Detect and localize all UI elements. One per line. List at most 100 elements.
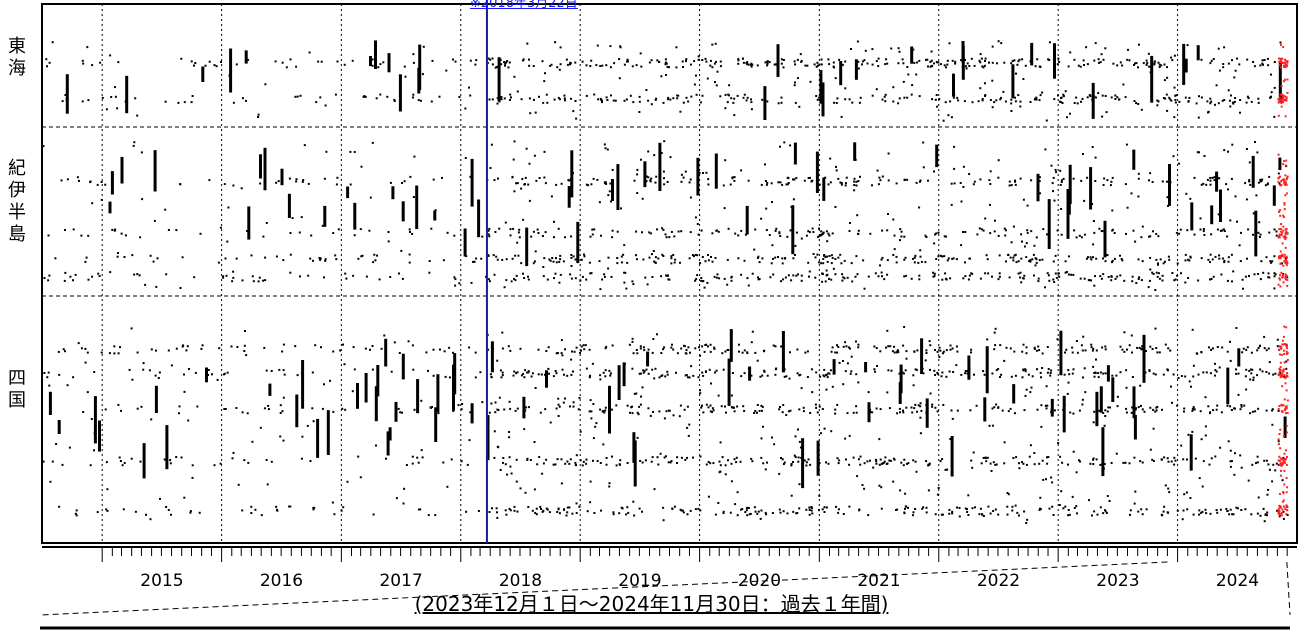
quake-point [783, 141, 786, 144]
quake-point [612, 99, 615, 102]
quake-point [1099, 61, 1102, 64]
quake-point [676, 462, 678, 464]
quake-point [1221, 99, 1224, 102]
recent-quake-point [1284, 461, 1286, 464]
quake-point [1092, 365, 1095, 368]
quake-point [306, 424, 309, 427]
quake-point [964, 507, 967, 510]
quake-point [1218, 69, 1221, 72]
quake-point [357, 455, 360, 458]
quake-point [811, 227, 814, 230]
quake-point [1136, 346, 1139, 349]
quake-point [510, 472, 513, 475]
quake-point [1076, 512, 1078, 515]
quake-point [780, 58, 783, 61]
quake-point [1235, 372, 1238, 375]
quake-point [639, 52, 642, 55]
quake-point [434, 209, 437, 212]
quake-point [837, 511, 840, 514]
recent-quake-point [1284, 458, 1287, 461]
quake-point [1014, 183, 1017, 186]
quake-point [899, 239, 901, 242]
quake-point [951, 510, 954, 513]
quake-point [1009, 347, 1012, 350]
quake-point [893, 345, 895, 348]
quake-point [579, 351, 581, 354]
quake-point [727, 227, 730, 230]
quake-point [716, 273, 719, 276]
quake-point [1048, 507, 1051, 510]
quake-point [232, 451, 235, 454]
recent-quake-point [1284, 194, 1287, 197]
quake-point [81, 59, 84, 62]
quake-point [768, 234, 771, 236]
quake-point [914, 368, 917, 371]
quake-point [312, 259, 314, 262]
recent-quake-point [1281, 101, 1284, 104]
quake-point [1204, 425, 1207, 428]
quake-point [1024, 368, 1027, 371]
quake-point [232, 276, 235, 279]
quake-point [635, 258, 638, 261]
quake-point [768, 61, 771, 64]
quake-point [1215, 408, 1218, 411]
quake-point [372, 513, 375, 516]
quake-point [826, 255, 829, 258]
quake-point [505, 279, 508, 282]
quake-point [360, 165, 363, 168]
quake-point [110, 96, 113, 98]
quake-point [875, 460, 878, 463]
quake-point [167, 509, 170, 511]
quake-point [845, 345, 848, 348]
quake-point [722, 510, 725, 513]
quake-point [979, 53, 982, 56]
recent-quake-point [1286, 91, 1289, 94]
quake-point [1186, 44, 1189, 47]
quake-point [806, 376, 809, 378]
quake-point [789, 144, 792, 147]
quake-point [981, 513, 984, 516]
quake-point [325, 150, 328, 153]
quake-point [726, 258, 729, 261]
quake-point [267, 408, 270, 411]
quake-point [1130, 334, 1133, 337]
quake-point [232, 270, 235, 273]
recent-quake-point [1286, 375, 1289, 378]
quake-point [224, 408, 227, 410]
recent-quake-point [1277, 507, 1280, 510]
quake-streak [617, 365, 621, 400]
quake-point [821, 233, 824, 235]
quake-point [787, 410, 790, 413]
quake-point [1054, 168, 1057, 171]
quake-point [353, 234, 356, 237]
quake-point [880, 507, 883, 510]
recent-quake-point [1285, 183, 1288, 186]
recent-quake-point [1279, 209, 1282, 212]
recent-quake-point [1282, 491, 1285, 493]
quake-point [335, 258, 338, 261]
quake-point [937, 231, 940, 234]
quake-point [570, 254, 573, 256]
quake-point [556, 458, 559, 461]
quake-point [1148, 235, 1150, 238]
quake-point [323, 177, 326, 180]
quake-streak [925, 398, 929, 428]
quake-point [1223, 46, 1226, 49]
quake-point [572, 370, 574, 373]
quake-point [995, 99, 998, 102]
quake-point [1215, 370, 1218, 373]
quake-streak [611, 179, 614, 201]
quake-point [69, 275, 72, 278]
quake-point [536, 228, 539, 231]
quake-point [651, 276, 654, 278]
quake-point [766, 461, 768, 464]
quake-point [1192, 406, 1195, 409]
quake-point [960, 59, 963, 62]
quake-point [717, 230, 720, 233]
quake-point [180, 57, 183, 60]
quake-point [1273, 228, 1276, 231]
quake-point [955, 345, 958, 348]
quake-point [798, 105, 801, 108]
quake-point [542, 275, 545, 278]
quake-point [489, 373, 492, 376]
